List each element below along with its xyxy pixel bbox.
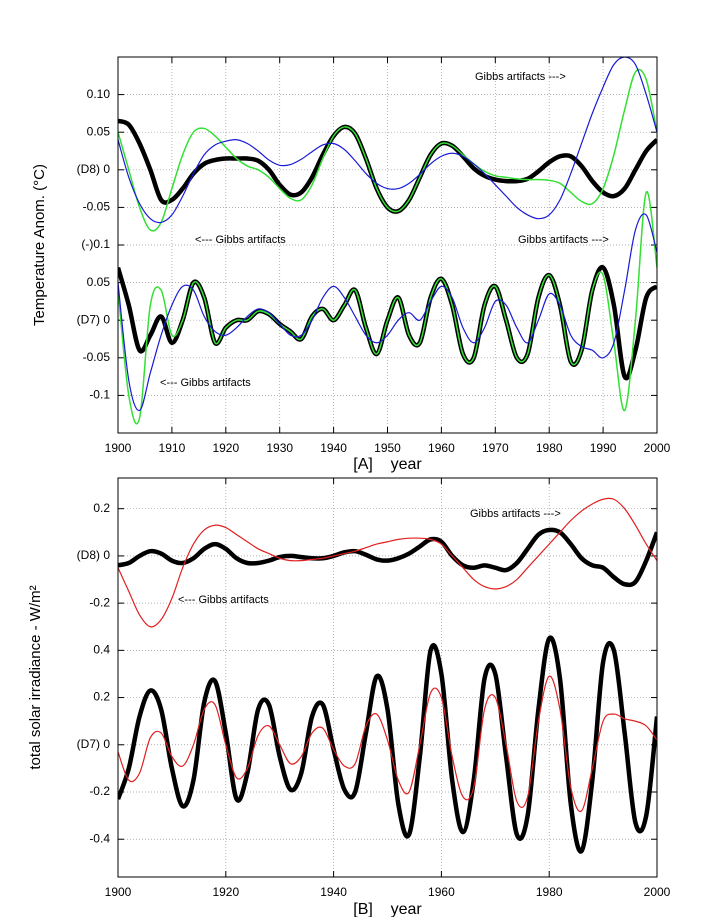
y-tick-label: (D7) 0 (77, 312, 111, 326)
data-line (118, 213, 657, 412)
x-axis-title: [A] year (353, 456, 422, 473)
y-tick-label: -0.1 (89, 388, 110, 402)
x-tick-label: 1960 (428, 441, 455, 455)
y-axis-title: Temperature Anom. (°C) (31, 164, 48, 326)
x-tick-label: 1980 (536, 885, 563, 899)
annotation: Gibbs artifacts ---> (475, 71, 566, 83)
plot-area (118, 497, 657, 854)
data-line (118, 635, 657, 854)
y-tick-label: 0.4 (93, 643, 110, 657)
x-tick-label: 2000 (644, 441, 671, 455)
data-line (118, 527, 657, 588)
plot-area (118, 57, 657, 425)
annotation: <--- Gibbs artifacts (160, 377, 251, 389)
annotation: Gibbs artifacts ---> (470, 508, 561, 520)
x-tick-label: 1940 (320, 885, 347, 899)
y-tick-label: -0.05 (83, 350, 111, 364)
x-tick-label: 1970 (482, 441, 509, 455)
x-tick-label: 1950 (374, 441, 401, 455)
x-tick-label: 1960 (428, 885, 455, 899)
x-tick-label: 1920 (212, 441, 239, 455)
x-tick-label: 1940 (320, 441, 347, 455)
y-tick-label: 0.2 (93, 690, 110, 704)
data-line (118, 68, 657, 232)
y-axis-title: total solar irradiance - W/m² (27, 585, 44, 769)
x-tick-label: 1980 (536, 441, 563, 455)
y-tick-label: 0.2 (93, 501, 110, 515)
x-tick-label: 1930 (266, 441, 293, 455)
annotation: <--- Gibbs artifacts (195, 234, 286, 246)
annotation: <--- Gibbs artifacts (178, 594, 269, 606)
data-line (118, 191, 657, 425)
y-tick-label: -0.2 (89, 595, 110, 609)
x-tick-label: 1920 (212, 885, 239, 899)
y-tick-label: -0.2 (89, 784, 110, 798)
y-tick-label: (D7) 0 (77, 737, 111, 751)
x-tick-label: 2000 (644, 885, 671, 899)
annotation: Gibbs artifacts ---> (518, 234, 609, 246)
plot-frame (117, 477, 658, 878)
y-tick-label: 0.05 (87, 124, 111, 138)
y-tick-label: 0.10 (87, 87, 111, 101)
data-line (118, 57, 657, 224)
y-tick-label: 0.05 (87, 275, 111, 289)
y-tick-label: (-)0.1 (81, 237, 110, 251)
y-tick-label: (D8) 0 (77, 548, 111, 562)
y-tick-label: -0.05 (83, 200, 111, 214)
x-tick-label: 1910 (159, 441, 186, 455)
data-line (118, 675, 657, 813)
data-line (118, 497, 657, 628)
x-tick-label: 1900 (105, 441, 132, 455)
x-tick-label: 1900 (105, 885, 132, 899)
x-tick-label: 1990 (590, 441, 617, 455)
y-tick-label: (D8) 0 (77, 162, 111, 176)
y-tick-label: -0.4 (89, 831, 110, 845)
plot-frame (117, 56, 658, 434)
x-axis-title: [B] year (353, 901, 422, 917)
